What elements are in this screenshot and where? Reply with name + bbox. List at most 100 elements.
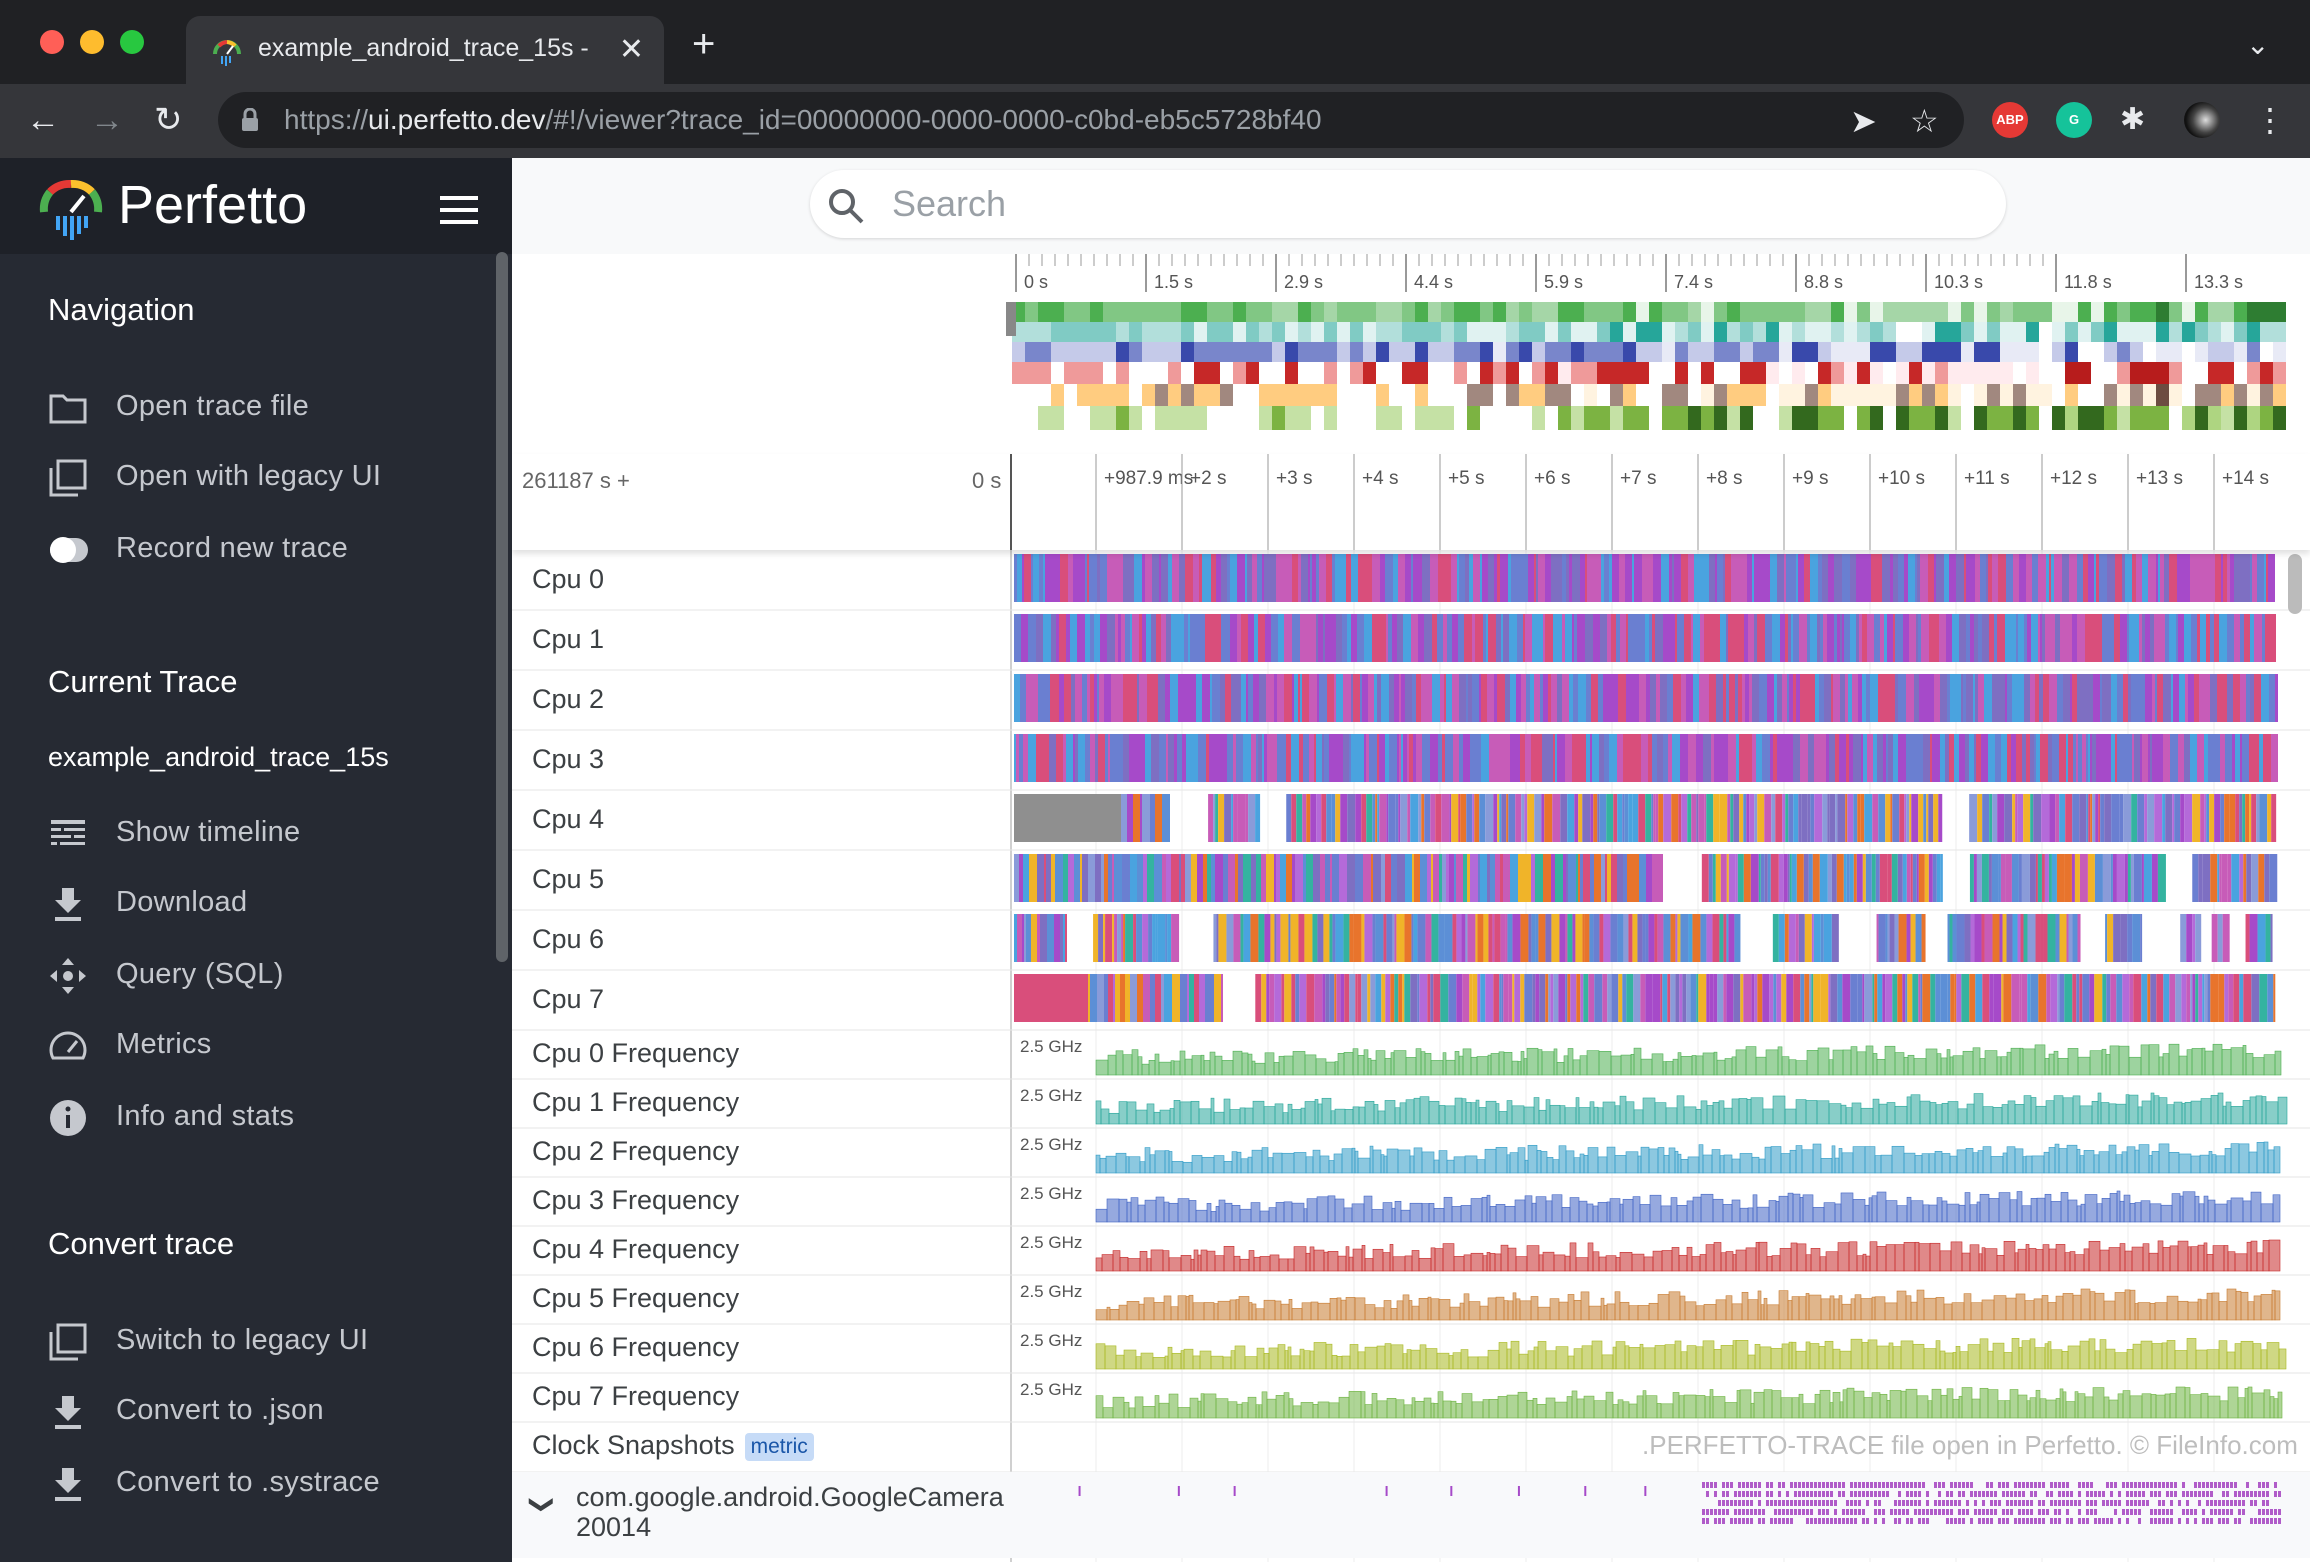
track-name-cpu-freq-4[interactable]: Cpu 4 Frequency (532, 1234, 740, 1264)
omnibox-search[interactable] (810, 170, 2006, 238)
info-icon (50, 1100, 86, 1136)
time-tick-label: +14 s (2222, 468, 2269, 489)
process-summary-track[interactable] (1078, 1482, 2281, 1524)
sidebar-item-open-trace-file[interactable]: Open trace file (48, 384, 488, 432)
cpu-slice-track[interactable] (1014, 674, 2278, 722)
browser-tab[interactable]: example_android_trace_15s - Perfetto ✕ (186, 16, 664, 84)
time-tick-label: +4 s (1362, 468, 1398, 489)
track-name-cpu-freq-0[interactable]: Cpu 0 Frequency (532, 1038, 740, 1068)
hamburger-menu-icon[interactable] (440, 196, 478, 224)
track-name-cpu-6[interactable]: Cpu 6 (532, 924, 605, 954)
track-name-cpu-freq-3[interactable]: Cpu 3 Frequency (532, 1185, 740, 1215)
cpu-frequency-track[interactable] (1095, 1190, 2281, 1223)
cpu-frequency-track[interactable] (1095, 1386, 2283, 1419)
sidebar-item-info-and-stats[interactable]: Info and stats (48, 1094, 488, 1142)
cpu-frequency-track[interactable] (1095, 1239, 2281, 1272)
overview-heatmap[interactable]: 0 s 1.5 s 2.9 s 4.4 s 5.9 s 7.4 s 8.8 s 10.3 s 1… (512, 254, 2310, 454)
time-offset-label: 261187 s + (522, 468, 630, 493)
adblock-plus-extension-icon[interactable]: ABP (1992, 102, 2028, 138)
minimize-window-button[interactable] (80, 30, 104, 54)
sidebar-item-label: Convert to .systrace (116, 1466, 380, 1498)
cpu-slice-track[interactable] (1014, 554, 2275, 602)
track-name-cpu-freq-1[interactable]: Cpu 1 Frequency (532, 1087, 740, 1117)
sidebar-item-query-sql[interactable]: Query (SQL) (48, 952, 488, 1000)
tab-search-chevron-icon[interactable]: ⌄ (2246, 29, 2270, 60)
track-name-cpu-freq-6[interactable]: Cpu 6 Frequency (532, 1332, 740, 1362)
cpu-slice-track[interactable] (1014, 914, 2273, 962)
track-list[interactable]: 2.5 GHz 2.5 GHz 2.5 GHz 2.5 GHz 2.5 GHz 2.5 G… (512, 550, 2310, 1562)
track-name-cpu-freq-2[interactable]: Cpu 2 Frequency (532, 1136, 740, 1166)
maximize-window-button[interactable] (120, 30, 144, 54)
expand-chevron-icon[interactable]: ❯ (528, 1494, 556, 1515)
grammarly-extension-icon[interactable]: G (2056, 102, 2092, 138)
cpu-frequency-track[interactable] (1095, 1338, 2287, 1370)
sidebar-item-open-legacy-ui[interactable]: Open with legacy UI (48, 454, 488, 502)
track-name-clock-snapshots[interactable]: Clock Snapshots metric (532, 1430, 814, 1461)
sidebar-item-label: Open with legacy UI (116, 460, 382, 492)
cpu-frequency-track[interactable] (1095, 1288, 2281, 1321)
time-tick-label: +11 s (1964, 468, 2010, 489)
sidebar-item-record-new-trace[interactable]: Record new trace (48, 526, 488, 574)
track-name-cpu-3[interactable]: Cpu 3 (532, 744, 605, 774)
track-name-cpu-2[interactable]: Cpu 2 (532, 684, 605, 714)
topbar (512, 158, 2310, 254)
download-icon (55, 1396, 81, 1429)
cpu-slice-track[interactable] (1014, 854, 2278, 902)
sidebar-item-convert-systrace[interactable]: Convert to .systrace (48, 1460, 488, 1508)
sidebar-item-convert-json[interactable]: Convert to .json (48, 1388, 488, 1436)
sidebar-item-show-timeline[interactable]: Show timeline (48, 810, 488, 858)
track-name-cpu-4[interactable]: Cpu 4 (532, 804, 605, 834)
bookmark-star-icon[interactable]: ☆ (1910, 103, 1939, 139)
download-icon (55, 888, 81, 921)
perfetto-favicon-icon (213, 40, 241, 66)
frequency-scale-label: 2.5 GHz (1020, 1086, 1082, 1105)
cpu-slice-track[interactable] (1014, 794, 2277, 842)
sidebar-item-label: Open trace file (116, 390, 310, 422)
sidebar-item-switch-legacy-ui[interactable]: Switch to legacy UI (48, 1318, 488, 1366)
address-bar[interactable]: https://ui.perfetto.dev/#!/viewer?trace_… (218, 92, 1964, 148)
cpu-frequency-track[interactable] (1095, 1092, 2288, 1125)
sidebar-item-metrics[interactable]: Metrics (48, 1022, 488, 1070)
cpu-frequency-track[interactable] (1095, 1141, 2281, 1174)
sidebar-item-label: Download (116, 886, 248, 918)
reload-icon[interactable]: ↻ (154, 101, 183, 139)
time-axis[interactable]: 261187 s + 0 s +987.9 ms +2 s +3 s +4 s +5 s… (512, 454, 2310, 550)
track-name-cpu-1[interactable]: Cpu 1 (532, 624, 605, 654)
close-window-button[interactable] (40, 30, 64, 54)
sidebar-scrollbar[interactable] (496, 252, 508, 962)
back-arrow-icon[interactable]: ← (26, 101, 60, 139)
search-input[interactable] (890, 180, 1974, 228)
time-tick-label: +12 s (2050, 468, 2097, 489)
brand-title: Perfetto (118, 175, 308, 235)
extensions-puzzle-icon[interactable]: ✱ (2120, 103, 2146, 136)
overview-heatmap-row (1012, 362, 2286, 384)
tab-close-icon[interactable]: ✕ (618, 33, 644, 66)
sidebar-item-label: Record new trace (116, 532, 349, 564)
tracks-scrollbar[interactable] (2288, 554, 2302, 614)
cpu-slice-track[interactable] (1014, 734, 2278, 782)
profile-avatar[interactable] (2184, 102, 2220, 138)
cpu-slice-track[interactable] (1014, 614, 2276, 662)
track-canvas[interactable]: 2.5 GHz 2.5 GHz 2.5 GHz 2.5 GHz 2.5 GHz 2.5 G… (512, 550, 2310, 1562)
sidebar-item-download[interactable]: Download (48, 880, 488, 928)
browser-menu-kebab-icon[interactable]: ⋮ (2254, 102, 2286, 138)
frequency-scale-label: 2.5 GHz (1020, 1135, 1082, 1154)
browser-tab-bar: example_android_trace_15s - Perfetto ✕ +… (0, 0, 2310, 84)
send-icon[interactable]: ➤ (1850, 103, 1877, 139)
cpu-slice-track[interactable] (1014, 974, 2276, 1022)
overview-window-handle[interactable] (1006, 302, 1016, 336)
track-name-cpu-0[interactable]: Cpu 0 (532, 564, 605, 594)
sidebar-item-label: Show timeline (116, 816, 301, 848)
search-icon (829, 189, 864, 224)
overview-heatmap-row (1012, 322, 2286, 342)
track-name-cpu-7[interactable]: Cpu 7 (532, 984, 605, 1014)
track-name-cpu-freq-7[interactable]: Cpu 7 Frequency (532, 1381, 740, 1411)
cpu-frequency-track[interactable] (1095, 1043, 2282, 1076)
forward-arrow-icon[interactable]: → (90, 101, 124, 139)
new-tab-button[interactable]: + (692, 22, 716, 66)
process-name[interactable]: com.google.android.GoogleCamera 20014 (576, 1482, 1004, 1542)
overview-timeline[interactable]: 0 s 1.5 s 2.9 s 4.4 s 5.9 s 7.4 s 8.8 s 10.3 s 1… (512, 254, 2310, 456)
track-name-cpu-freq-5[interactable]: Cpu 5 Frequency (532, 1283, 740, 1313)
track-name-cpu-5[interactable]: Cpu 5 (532, 864, 605, 894)
time-zero-label: 0 s (972, 468, 1002, 493)
